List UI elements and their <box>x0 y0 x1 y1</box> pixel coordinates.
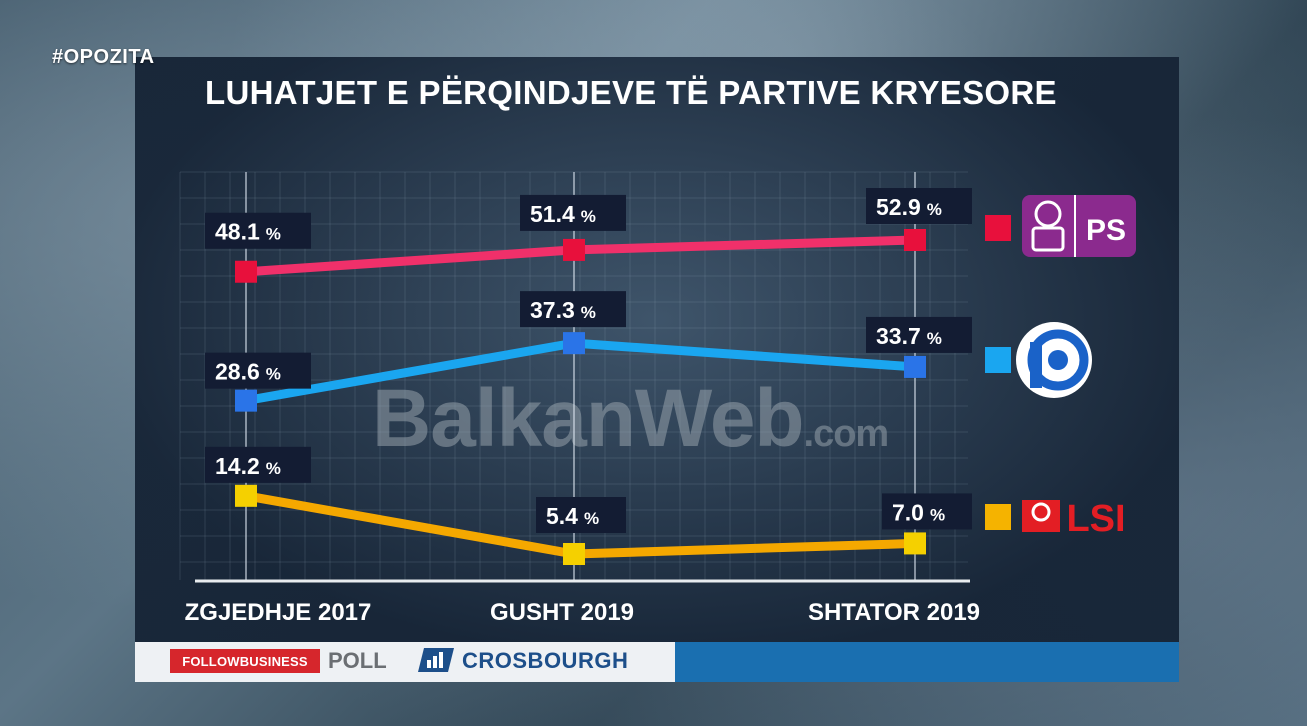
data-point <box>235 484 257 507</box>
legend-swatch <box>985 347 1011 373</box>
x-tick-label: SHTATOR 2019 <box>808 599 980 626</box>
data-label-unit: % <box>266 225 281 244</box>
rose-icon <box>1031 502 1051 522</box>
watermark-suffix: .com <box>803 413 890 455</box>
data-label-unit: % <box>581 207 596 226</box>
data-label-unit: % <box>927 200 942 219</box>
data-label-box <box>520 291 626 328</box>
data-point <box>904 532 926 555</box>
lsi-logo: LSI <box>1022 498 1126 540</box>
pd-logo-dot <box>1048 350 1068 370</box>
data-label-unit: % <box>584 509 599 528</box>
ps-logo-text: PS <box>1086 214 1126 247</box>
data-label-box <box>866 316 972 353</box>
data-point <box>904 229 926 251</box>
data-label: 7.0% <box>892 499 945 525</box>
ps-logo-divider <box>1074 195 1076 257</box>
legend-swatch <box>985 504 1011 530</box>
ps-logo-bg <box>1022 195 1136 257</box>
data-label-box <box>536 497 626 533</box>
data-point <box>563 332 585 355</box>
watermark: BalkanWeb.com <box>372 372 890 466</box>
data-label-unit: % <box>266 459 281 478</box>
data-label-box <box>205 352 311 389</box>
data-label-unit: % <box>266 365 281 384</box>
data-point <box>235 389 257 412</box>
x-tick-label: GUSHT 2019 <box>490 599 634 626</box>
legend-swatch <box>985 215 1011 241</box>
data-point <box>235 260 257 283</box>
data-label-box <box>205 446 311 483</box>
data-label-box <box>205 212 311 249</box>
poll-label: POLL <box>328 648 387 673</box>
data-point <box>563 543 585 565</box>
data-label-box <box>520 194 626 231</box>
data-label-box <box>882 493 972 530</box>
crosbourgh-logo-text: CROSBOURGH <box>462 648 629 673</box>
rose-icon <box>1034 200 1062 228</box>
x-tick-label: ZGJEDHJE 2017 <box>185 599 372 626</box>
data-label: 51.4% <box>530 201 596 227</box>
follow-business-logo: FOLLOWBUSINESS <box>170 649 320 673</box>
lsi-logo-text: LSI <box>1066 498 1125 540</box>
data-label-unit: % <box>581 303 596 322</box>
crosbourgh-logo-icon <box>418 648 454 672</box>
pd-logo-stem <box>1030 342 1042 388</box>
data-label-box <box>866 188 972 224</box>
data-label-unit: % <box>927 329 942 348</box>
data-point <box>904 355 926 378</box>
ps-logo: PS <box>1022 195 1136 257</box>
chart-title: LUHATJET E PËRQINDJEVE TË PARTIVE KRYESO… <box>205 74 1057 111</box>
watermark-main: BalkanWeb <box>372 373 805 464</box>
pd-logo <box>1016 322 1092 398</box>
data-point <box>563 238 585 261</box>
fist-icon <box>1031 226 1065 252</box>
hashtag: #OPOZITA <box>52 46 155 68</box>
data-label-unit: % <box>930 505 945 524</box>
